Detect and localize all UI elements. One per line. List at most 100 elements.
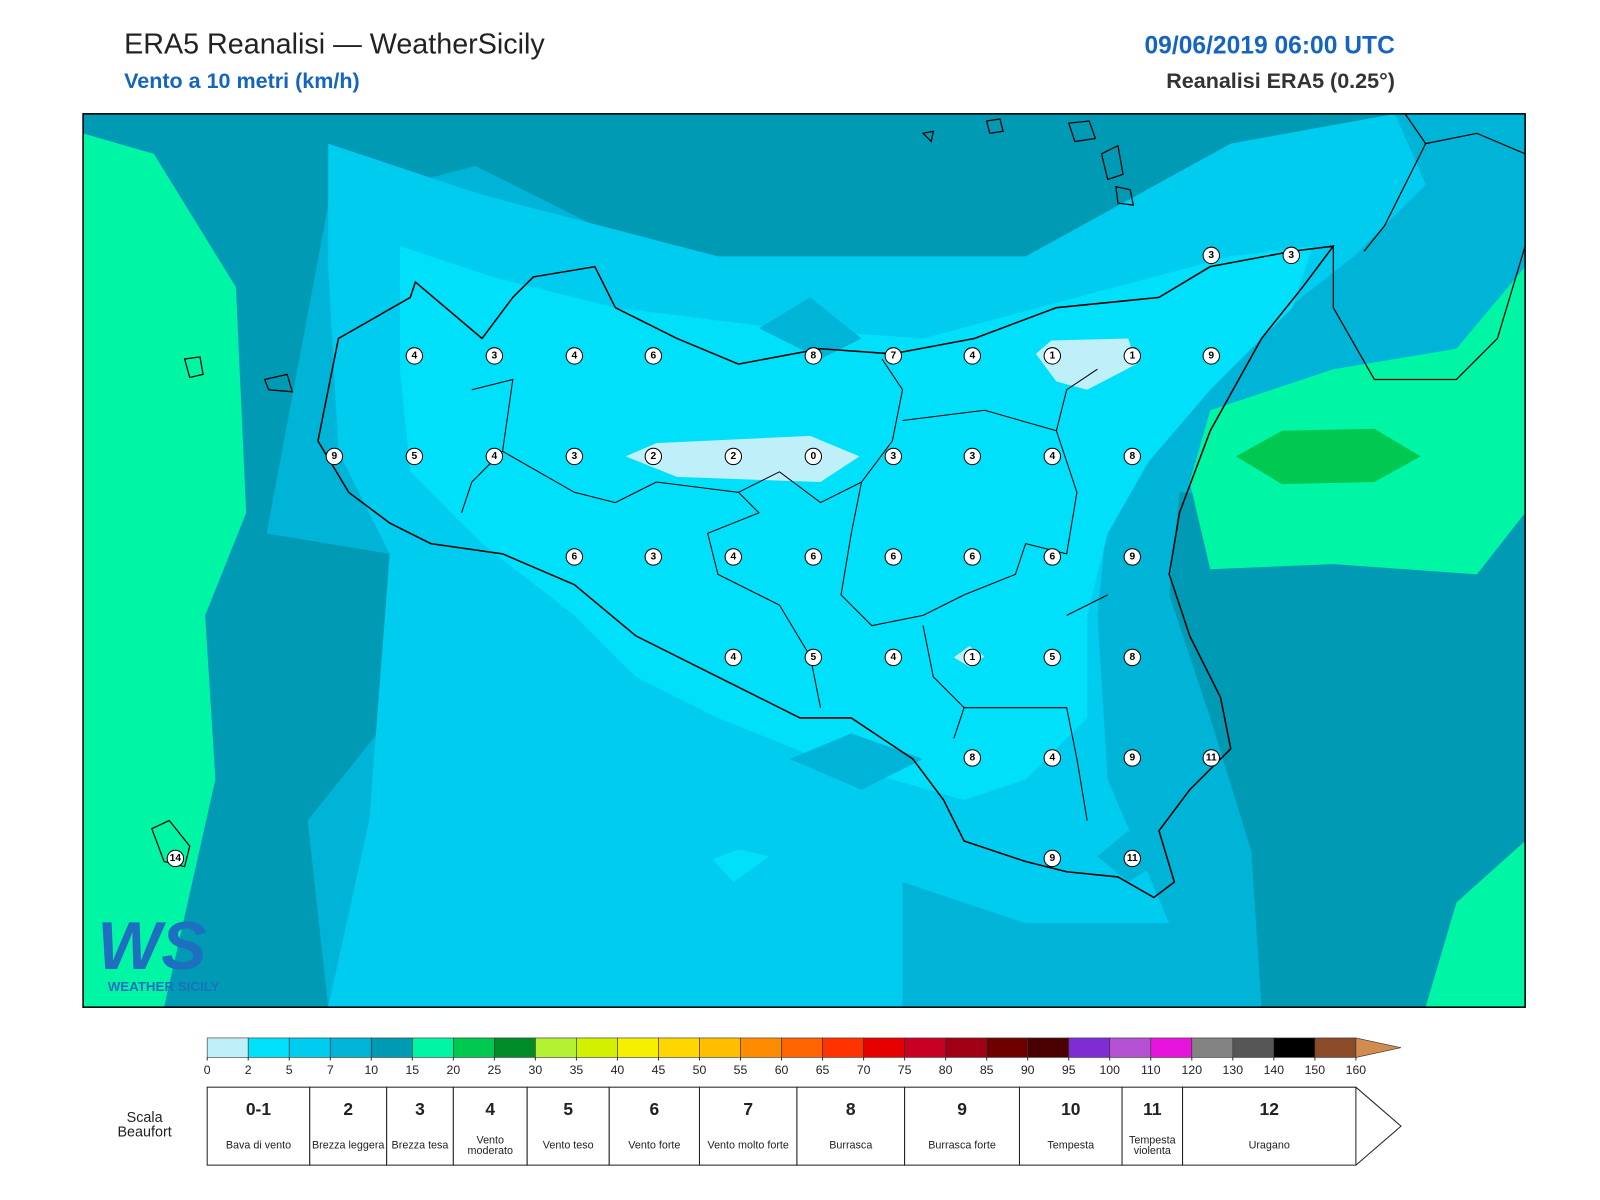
station-marker <box>565 347 584 365</box>
beaufort-desc: Brezza tesa <box>391 1139 449 1152</box>
station: 9 <box>325 447 344 466</box>
beaufort-desc-box: Burrasca forte <box>928 1140 996 1151</box>
beaufort-desc-box: Bava di vento <box>226 1140 291 1151</box>
beaufort-desc-box: Brezza tesa <box>391 1139 449 1152</box>
beaufort-box <box>608 1086 700 1166</box>
islands <box>151 118 1135 868</box>
colorbar-segment <box>740 1037 782 1058</box>
colorbar-segment <box>1314 1037 1357 1058</box>
station-value: 6 <box>890 551 896 562</box>
colorbar-segment <box>247 1037 290 1058</box>
station: 4 <box>405 347 424 365</box>
station-value: 9 <box>1049 853 1055 864</box>
station-marker <box>963 749 982 767</box>
station: 6 <box>884 548 903 566</box>
colorbar-tick-label: 120 <box>1182 1063 1203 1077</box>
station: 4 <box>884 648 903 667</box>
logo-name: WEATHER SICILY <box>108 979 220 994</box>
colorbar-tick-label: 50 <box>693 1063 707 1077</box>
beaufort-desc: Vento teso <box>542 1139 594 1152</box>
field-patch <box>712 849 770 883</box>
station-value: 5 <box>1049 652 1055 663</box>
colorbar-tick-label: 25 <box>488 1063 502 1077</box>
field-green <box>1425 841 1526 1008</box>
station-value: 3 <box>492 350 498 361</box>
beaufort-box <box>796 1086 906 1166</box>
station: 4 <box>724 548 743 566</box>
colorbar-tick-label: 65 <box>816 1063 830 1077</box>
station-value: 9 <box>1129 551 1135 562</box>
station: 9 <box>1043 849 1062 868</box>
colorbar-tick-label: 90 <box>1021 1063 1035 1077</box>
beaufort-desc-box: Vento molto forte <box>707 1139 789 1152</box>
colorbar-segment <box>1232 1037 1275 1058</box>
station-value: 8 <box>1129 451 1135 462</box>
colorbar-tick-label: 110 <box>1141 1063 1161 1077</box>
station: 3 <box>884 447 903 466</box>
station: 2 <box>644 447 663 466</box>
station-value: 9 <box>1129 752 1135 763</box>
station-value: 3 <box>1288 250 1294 261</box>
station-marker <box>963 548 982 566</box>
station-value: 4 <box>412 350 418 361</box>
province-borders <box>461 358 1108 821</box>
colorbar-tick-label: 85 <box>980 1063 994 1077</box>
beaufort-desc-box: Vento moderato <box>467 1133 513 1157</box>
station-marker <box>724 447 743 466</box>
colorbar-tick-label: 60 <box>775 1063 789 1077</box>
field-patch <box>789 733 924 790</box>
station-marker <box>565 447 584 466</box>
station-value: 1 <box>1129 350 1135 361</box>
station-marker <box>1123 548 1142 566</box>
station: 3 <box>565 447 584 466</box>
station-marker <box>884 648 903 667</box>
station-value: 6 <box>1049 551 1055 562</box>
station-value: 14 <box>170 853 182 864</box>
station: 0 <box>804 447 823 466</box>
station: 6 <box>963 548 982 566</box>
beaufort-desc: Vento moderato <box>467 1133 513 1157</box>
beaufort-force: 0-1 <box>246 1099 271 1119</box>
station-value: 5 <box>412 451 418 462</box>
station-value: 2 <box>650 451 656 462</box>
title: ERA5 Reanalisi — WeatherSicily <box>124 28 545 60</box>
station: 8 <box>1123 447 1142 466</box>
station-value: 4 <box>492 451 498 462</box>
colorbar-segment <box>288 1037 331 1058</box>
station-marker <box>325 447 344 466</box>
beaufort-force: 12 <box>1260 1099 1279 1119</box>
station-marker <box>1123 447 1142 466</box>
colorbar-segment <box>494 1037 536 1058</box>
station: 8 <box>963 749 982 767</box>
beaufort-box <box>309 1086 388 1166</box>
station: 4 <box>1043 749 1062 767</box>
source: Reanalisi ERA5 (0.25°) <box>1166 69 1395 93</box>
colorbar-tick-label: 15 <box>405 1063 419 1077</box>
station: 4 <box>724 648 743 667</box>
station-marker <box>804 648 823 667</box>
station-marker <box>485 347 504 365</box>
beaufort-force: 4 <box>485 1099 495 1119</box>
colorbar-tick-label: 5 <box>286 1063 293 1077</box>
beaufort-desc-box: Tempesta <box>1047 1140 1094 1151</box>
wind-field: 3 34 3 4 6 8 7 4 1 1 99 5 4 3 2 2 0 3 3 4 86 3 4 6 6 6 6 94 5 4 1 5 88 4 9… <box>83 113 1526 1008</box>
colorbar-segment <box>1150 1037 1193 1058</box>
station: 2 <box>724 447 743 466</box>
colorbar-tick-label: 45 <box>652 1063 666 1077</box>
station-value: 6 <box>810 551 816 562</box>
station-marker <box>724 648 743 667</box>
station-marker <box>1123 749 1142 767</box>
station: 3 <box>1282 246 1300 265</box>
colorbar-tick-label: 40 <box>611 1063 625 1077</box>
colorbar-segment <box>206 1037 249 1058</box>
colorbar-segment <box>986 1037 1028 1058</box>
station-marker <box>963 447 982 466</box>
beaufort-desc: Vento molto forte <box>707 1139 789 1152</box>
beaufort-box <box>452 1086 528 1166</box>
colorbar-segment <box>453 1037 495 1058</box>
station-marker <box>963 648 982 667</box>
station: 9 <box>1202 347 1220 365</box>
station-marker <box>1202 246 1220 265</box>
beaufort-force: 5 <box>563 1099 573 1119</box>
